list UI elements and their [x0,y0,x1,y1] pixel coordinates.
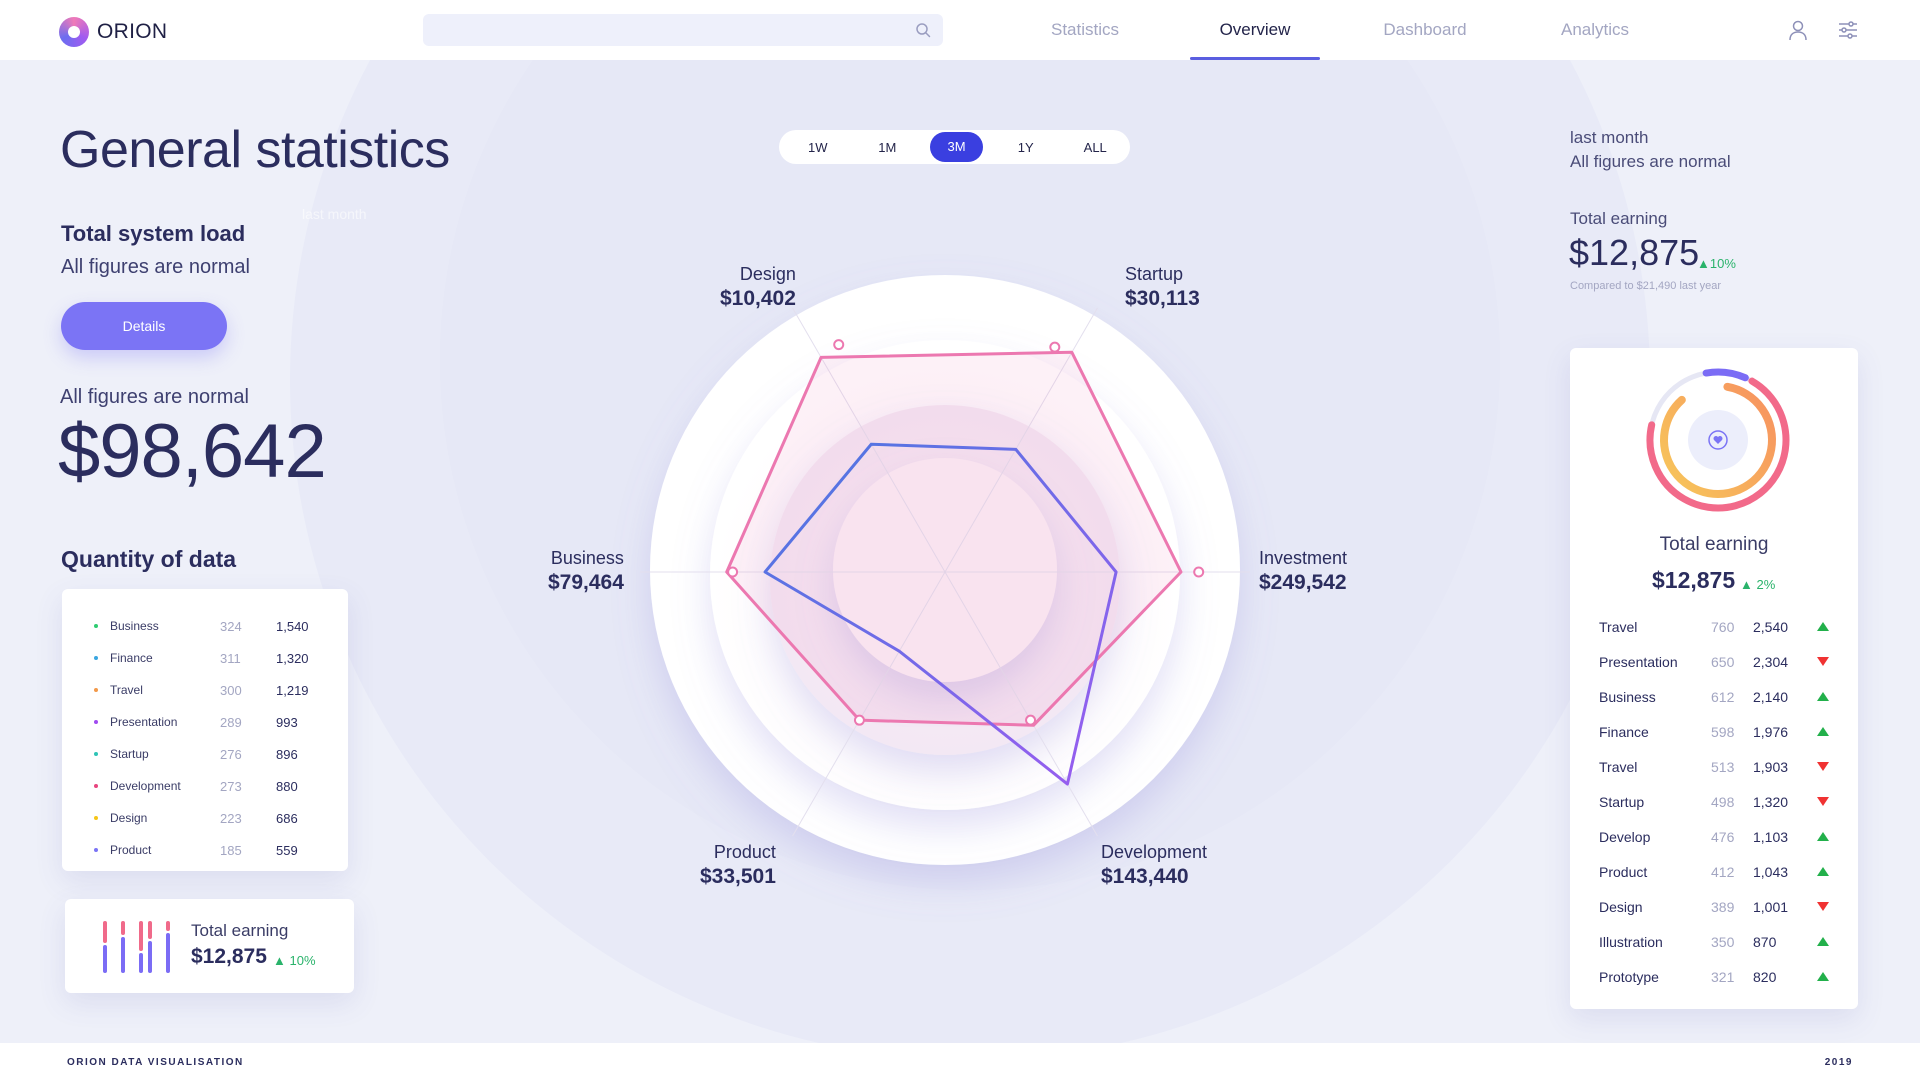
trend-down-icon [1817,797,1829,806]
footer-brand: ORION DATA VISUALISATION [67,1057,244,1068]
trend-up-icon: ▲ [1740,577,1753,592]
range-all[interactable]: ALL [1083,139,1107,155]
axis-label-startup: Startup $30,113 [1125,264,1200,310]
trend-up-icon [1817,937,1829,946]
search-input[interactable] [423,14,943,46]
logo-icon [59,17,89,47]
axis-label-product: Product $33,501 [700,842,776,888]
earning-label: Total earning [191,921,289,940]
table-row[interactable]: Design 389 1,001 [1599,889,1839,924]
color-dot [94,848,98,852]
trend-up-icon [1817,622,1829,631]
nav-overview[interactable]: Overview [1170,0,1340,60]
details-button[interactable]: Details [61,302,227,350]
list-item[interactable]: Product 185 559 [94,834,348,866]
trend-up-icon [1817,972,1829,981]
earning-table: Travel 760 2,540 Presentation 650 2,304 Busi… [1599,609,1839,994]
logo-text: ORION [97,20,168,43]
trend-up-icon [1817,832,1829,841]
quantity-title: Quantity of data [61,546,237,572]
axis-label-investment: Investment $249,542 [1259,548,1348,594]
list-item[interactable]: Finance 311 1,320 [94,642,348,674]
donut-ring-outer [1646,368,1790,512]
page-title: General statistics [60,121,450,179]
range-3m[interactable]: 3M [930,132,983,162]
color-dot [94,656,98,660]
card-change: ▲ 2% [1740,577,1776,592]
table-row[interactable]: Travel 513 1,903 [1599,749,1839,784]
table-row[interactable]: Illustration 350 870 [1599,924,1839,959]
nav-statistics[interactable]: Statistics [1050,20,1120,39]
color-dot [94,688,98,692]
total-earning-label: Total earning [1570,209,1668,228]
donut-ring-outer-accent [1646,368,1790,512]
top-bar: ORION Statistics Overview Dashboard Anal… [0,0,1920,60]
heart-icon [1708,430,1728,450]
table-row[interactable]: Product 412 1,043 [1599,854,1839,889]
trend-up-icon [1817,867,1829,876]
user-icon[interactable] [1786,18,1810,42]
range-1w[interactable]: 1W [808,139,828,155]
earning-change: ▲ 10% [273,953,316,968]
quantity-card: Business 324 1,540 Finance 311 1,320 Travel 3… [62,589,348,871]
range-1m[interactable]: 1M [878,139,897,155]
table-row[interactable]: Develop 476 1,103 [1599,819,1839,854]
color-dot [94,784,98,788]
trend-down-icon [1817,657,1829,666]
list-item[interactable]: Development 273 880 [94,770,348,802]
axis-label-business: Business $79,464 [548,548,624,594]
time-range-selector: 1W 1M 3M 1Y ALL [779,130,1130,164]
trend-down-icon [1817,902,1829,911]
system-load-subtitle: All figures are normal [61,256,250,278]
trend-up-icon [1817,692,1829,701]
main-nav: Statistics Overview Dashboard Analytics [1000,0,1680,60]
earning-mini-card[interactable]: Total earning $12,875 ▲ 10% [65,899,354,993]
trend-up-icon: ▲ [273,953,286,968]
earning-breakdown-card: Total earning $12,875 ▲ 2% Travel 760 2,54… [1570,348,1858,1009]
card-value: $12,875 [1652,567,1736,593]
total-earning-change: ▲10% [1697,256,1736,271]
earning-value: $12,875 [191,945,267,968]
footer: ORION DATA VISUALISATION 2019 [0,1043,1920,1080]
settings-sliders-icon[interactable] [1836,18,1860,42]
list-item[interactable]: Travel 300 1,219 [94,674,348,706]
color-dot [94,624,98,628]
big-stat-label: All figures are normal [60,386,249,408]
comparison-text: Compared to $21,490 last year [1570,280,1722,292]
list-item[interactable]: Business 324 1,540 [94,610,348,642]
logo[interactable]: ORION [59,17,167,47]
trend-down-icon [1817,762,1829,771]
table-row[interactable]: Business 612 2,140 [1599,679,1839,714]
system-load-title: Total system load [61,221,246,246]
search-icon[interactable] [915,22,931,38]
table-row[interactable]: Startup 498 1,320 [1599,784,1839,819]
bar-chart-icon [94,921,170,973]
table-row[interactable]: Presentation 650 2,304 [1599,644,1839,679]
color-dot [94,752,98,756]
donut-ring-inner [1660,382,1776,498]
trend-up-icon [1817,727,1829,736]
list-item[interactable]: Design 223 686 [94,802,348,834]
donut-chart [1646,368,1790,512]
ghost-text: last month [302,206,367,222]
table-row[interactable]: Prototype 321 820 [1599,959,1839,994]
color-dot [94,720,98,724]
range-1y[interactable]: 1Y [1017,139,1034,155]
list-item[interactable]: Presentation 289 993 [94,706,348,738]
color-dot [94,816,98,820]
card-title: Total earning [1659,534,1769,555]
axis-label-development: Development $143,440 [1101,842,1208,888]
period-label: last month [1570,128,1649,147]
big-stat-value: $98,642 [58,409,327,494]
total-earning-value: $12,875 [1569,232,1700,273]
nav-analytics[interactable]: Analytics [1560,20,1630,39]
footer-year: 2019 [1824,1057,1853,1068]
table-row[interactable]: Travel 760 2,540 [1599,609,1839,644]
axis-label-design: Design $10,402 [720,264,796,310]
list-item[interactable]: Startup 276 896 [94,738,348,770]
nav-dashboard[interactable]: Dashboard [1383,20,1467,39]
status-text: All figures are normal [1570,152,1731,171]
trend-up-icon: ▲ [1697,256,1710,271]
table-row[interactable]: Finance 598 1,976 [1599,714,1839,749]
